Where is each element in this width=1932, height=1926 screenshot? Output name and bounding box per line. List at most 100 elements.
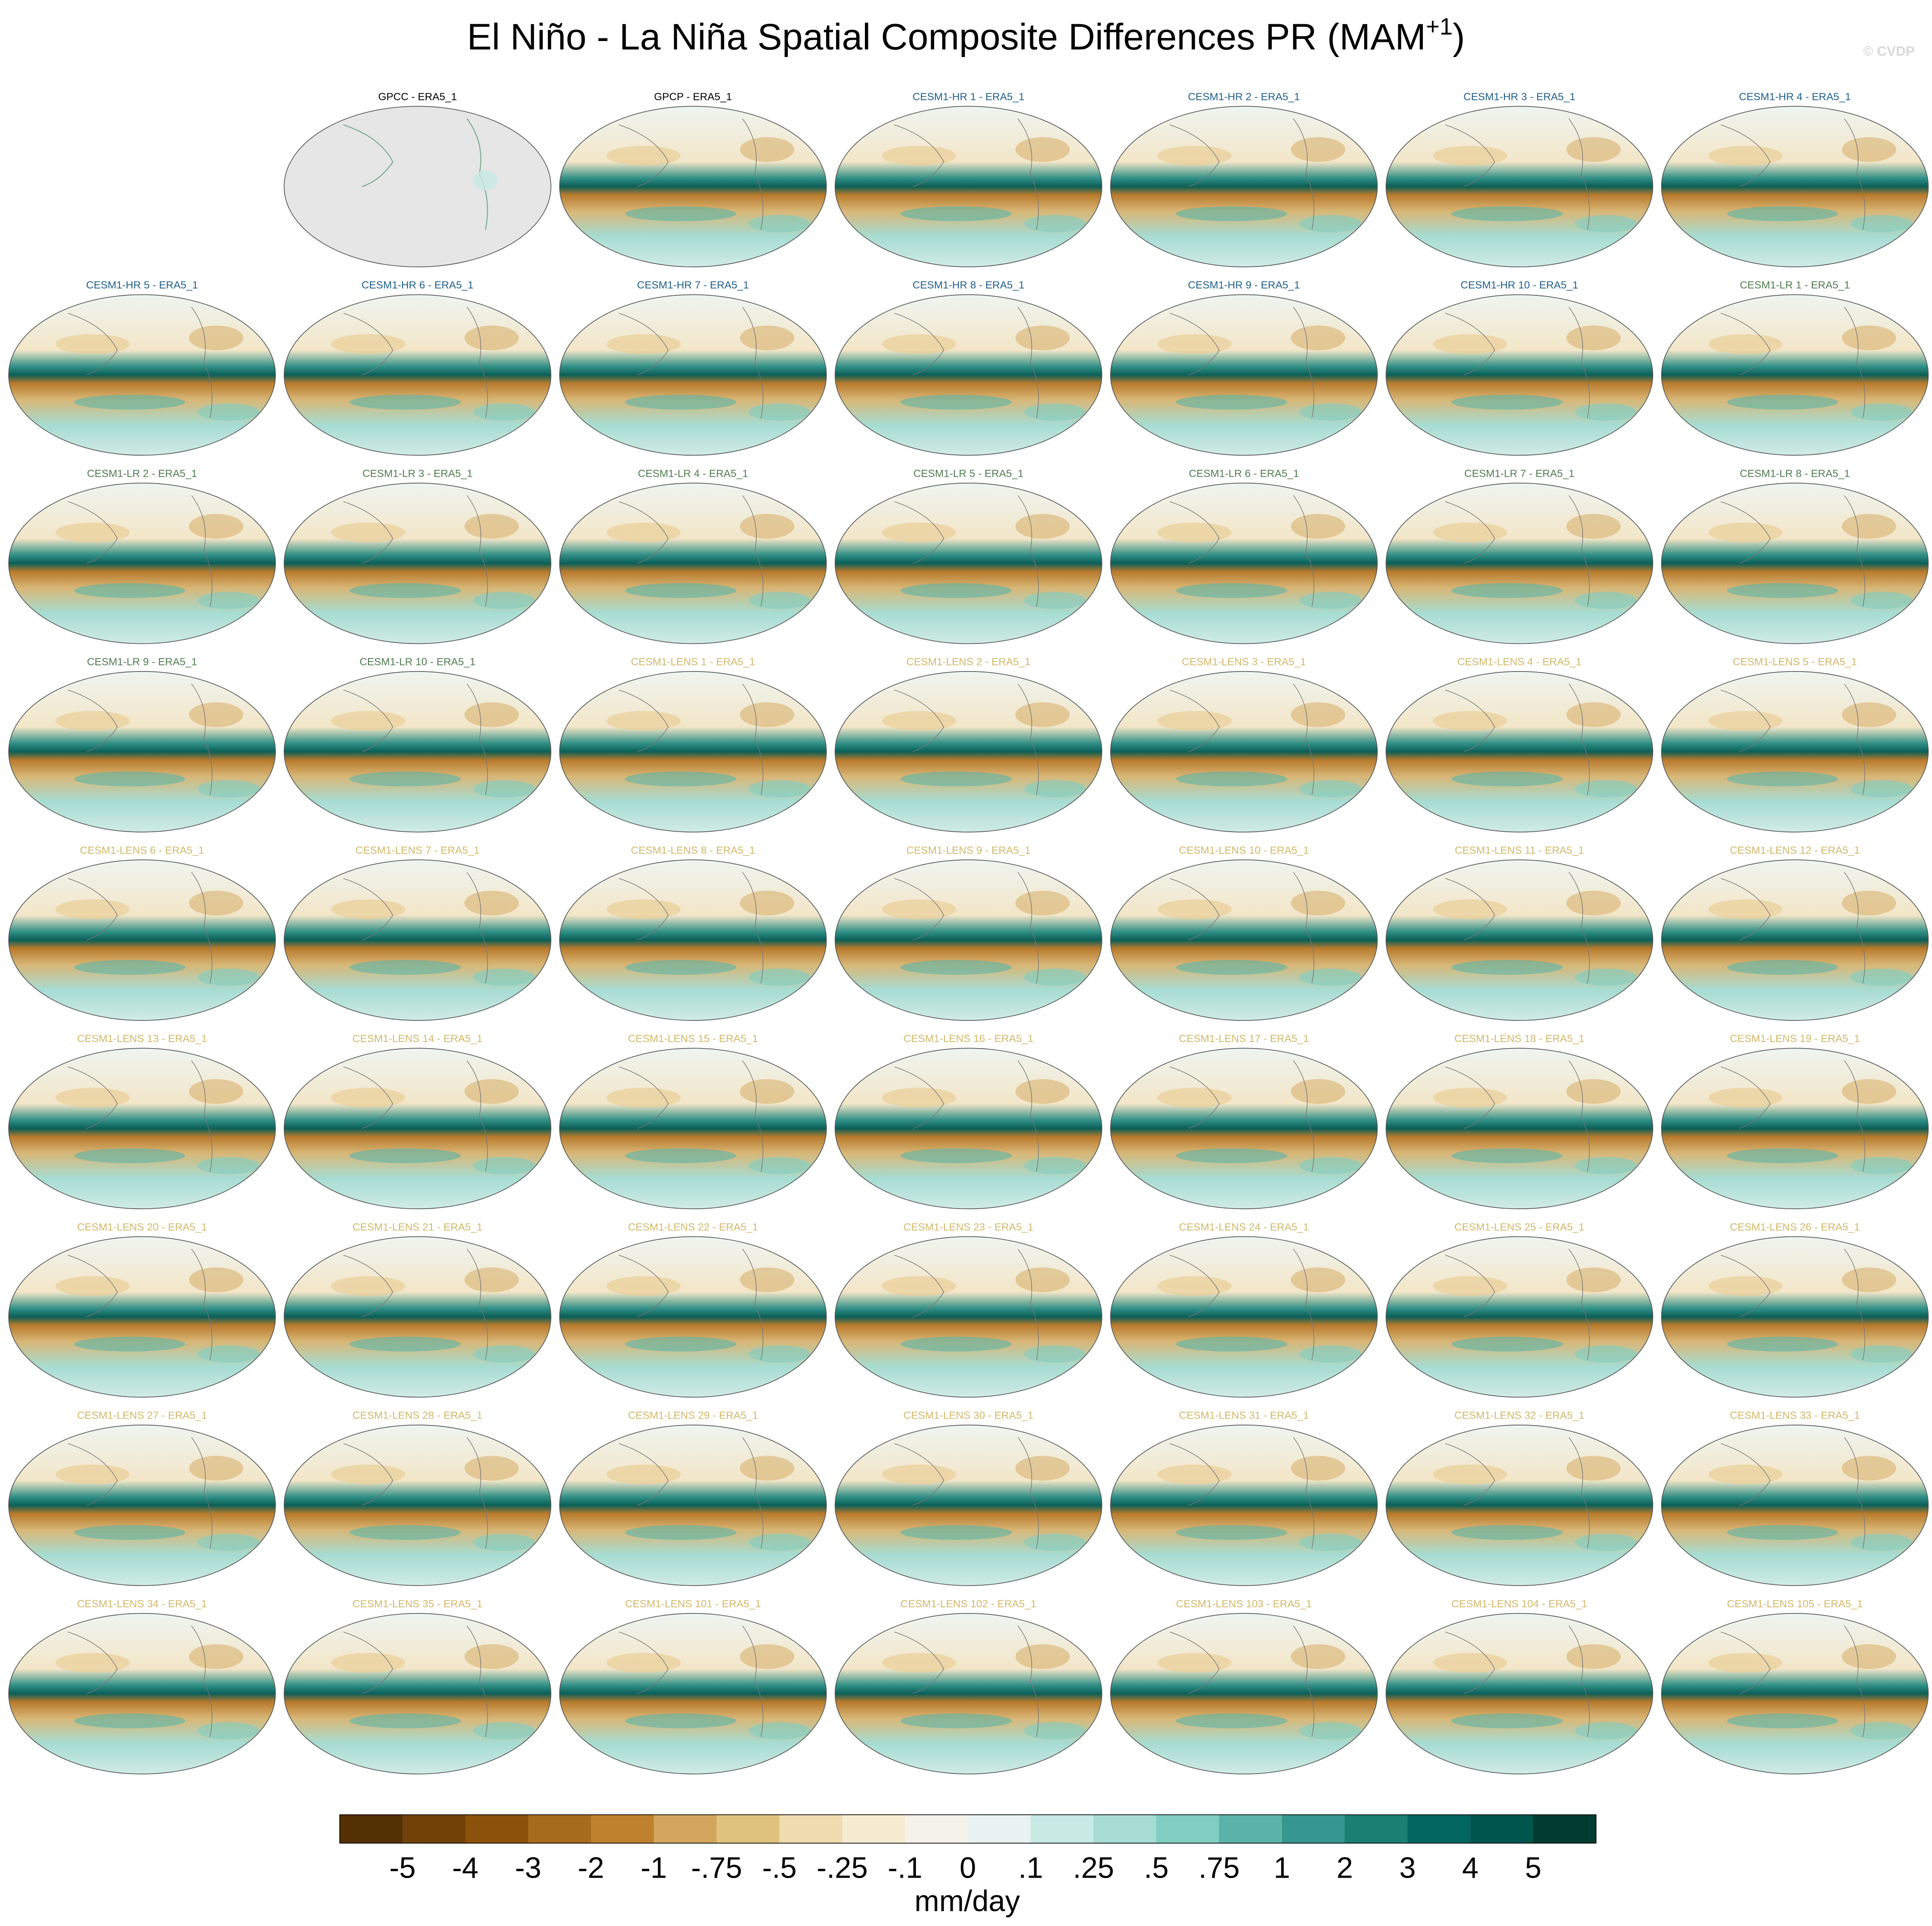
map-panel: CESM1-HR 7 - ERA5_1 xyxy=(557,279,829,458)
map-panel: CESM1-LR 5 - ERA5_1 xyxy=(833,468,1104,646)
map-panel: CESM1-LR 8 - ERA5_1 xyxy=(1659,468,1931,646)
map-panel: CESM1-LR 2 - ERA5_1 xyxy=(6,468,278,646)
map-panel: CESM1-LENS 13 - ERA5_1 xyxy=(6,1033,278,1211)
map-panel: CESM1-LENS 101 - ERA5_1 xyxy=(557,1598,829,1777)
map-panel: CESM1-HR 10 - ERA5_1 xyxy=(1384,279,1655,458)
map-panel: CESM1-LENS 29 - ERA5_1 xyxy=(557,1410,829,1588)
map xyxy=(282,1422,553,1588)
panel-title: CESM1-LENS 19 - ERA5_1 xyxy=(1730,1033,1860,1045)
colorbar-outline xyxy=(339,1814,1596,1844)
panel-title: CESM1-HR 6 - ERA5_1 xyxy=(361,279,473,291)
colorbar-label: -5 xyxy=(390,1851,416,1884)
title-closing: ) xyxy=(1453,16,1465,58)
panel-title: CESM1-LR 6 - ERA5_1 xyxy=(1189,468,1299,479)
colorbar-box xyxy=(465,1815,529,1844)
panel-title: CESM1-LENS 7 - ERA5_1 xyxy=(355,845,480,856)
colorbar-box xyxy=(716,1815,780,1844)
map-panel: CESM1-HR 8 - ERA5_1 xyxy=(833,279,1104,458)
map xyxy=(1659,1046,1931,1211)
map-panel: CESM1-LENS 103 - ERA5_1 xyxy=(1108,1598,1380,1777)
map-panel: CESM1-LENS 22 - ERA5_1 xyxy=(557,1221,829,1400)
panel-title: CESM1-LENS 17 - ERA5_1 xyxy=(1179,1033,1309,1045)
map-panel: CESM1-LENS 8 - ERA5_1 xyxy=(557,845,829,1023)
panel-title: CESM1-HR 7 - ERA5_1 xyxy=(637,279,749,291)
panel-title: GPCC - ERA5_1 xyxy=(378,91,457,103)
panel-title: CESM1-LR 4 - ERA5_1 xyxy=(638,468,748,479)
map-panel: CESM1-HR 1 - ERA5_1 xyxy=(833,91,1104,269)
colorbar-box xyxy=(905,1815,969,1844)
panel-title: CESM1-LENS 33 - ERA5_1 xyxy=(1730,1410,1860,1422)
panel-title: CESM1-LR 3 - ERA5_1 xyxy=(362,468,472,479)
panel-title: CESM1-LENS 103 - ERA5_1 xyxy=(1176,1598,1312,1610)
map-panel: CESM1-LENS 34 - ERA5_1 xyxy=(6,1598,278,1777)
colorbar-box xyxy=(653,1815,717,1844)
map-panel: CESM1-LENS 102 - ERA5_1 xyxy=(833,1598,1104,1777)
colorbar-label: 0 xyxy=(960,1851,976,1884)
map-panel: CESM1-LENS 18 - ERA5_1 xyxy=(1384,1033,1655,1211)
panel-title: CESM1-LR 5 - ERA5_1 xyxy=(913,468,1023,479)
map xyxy=(282,1234,553,1400)
map-panel: CESM1-LENS 32 - ERA5_1 xyxy=(1384,1410,1655,1588)
map-panel: CESM1-LENS 3 - ERA5_1 xyxy=(1108,656,1380,835)
map xyxy=(1384,1234,1655,1400)
map xyxy=(833,669,1104,834)
colorbar-label: -.1 xyxy=(888,1851,922,1884)
panel-title: CESM1-LENS 35 - ERA5_1 xyxy=(352,1598,482,1610)
panel-title: CESM1-LR 7 - ERA5_1 xyxy=(1464,468,1574,479)
map-panel: CESM1-HR 2 - ERA5_1 xyxy=(1108,91,1380,269)
map-panel: CESM1-LENS 26 - ERA5_1 xyxy=(1659,1221,1931,1400)
map xyxy=(1659,1422,1931,1588)
panel-title: CESM1-LENS 6 - ERA5_1 xyxy=(80,845,204,856)
map xyxy=(1384,669,1655,834)
map-panel: CESM1-LENS 31 - ERA5_1 xyxy=(1108,1410,1380,1588)
map xyxy=(1659,857,1931,1023)
panel-title: CESM1-LENS 13 - ERA5_1 xyxy=(77,1033,207,1045)
map xyxy=(833,1611,1104,1776)
map-panel: CESM1-HR 9 - ERA5_1 xyxy=(1108,279,1380,458)
map-panel: CESM1-LENS 19 - ERA5_1 xyxy=(1659,1033,1931,1211)
panel-title: CESM1-LENS 4 - ERA5_1 xyxy=(1457,656,1582,668)
panel-title: CESM1-LENS 25 - ERA5_1 xyxy=(1454,1221,1584,1233)
map xyxy=(6,1611,278,1776)
colorbar-box xyxy=(1093,1815,1157,1844)
map-panel: CESM1-LR 10 - ERA5_1 xyxy=(282,656,553,835)
panel-grid: GPCC - ERA5_1 GPCP - ERA5_1 CESM1-HR 1 - E… xyxy=(6,91,1931,1777)
colorbar-box xyxy=(1407,1815,1471,1844)
map-panel: CESM1-HR 6 - ERA5_1 xyxy=(282,279,553,458)
map-panel: CESM1-LENS 104 - ERA5_1 xyxy=(1384,1598,1655,1777)
colorbar-label: -4 xyxy=(452,1851,478,1884)
map xyxy=(833,1422,1104,1588)
colorbar-label: .25 xyxy=(1073,1851,1114,1884)
panel-title: CESM1-LR 8 - ERA5_1 xyxy=(1740,468,1850,479)
panel-title: CESM1-LENS 15 - ERA5_1 xyxy=(628,1033,758,1045)
map xyxy=(1108,669,1380,834)
map-panel: CESM1-LENS 35 - ERA5_1 xyxy=(282,1598,553,1777)
map-panel: GPCC - ERA5_1 xyxy=(282,91,553,269)
figure-title: El Niño - La Niña Spatial Composite Diff… xyxy=(467,13,1465,57)
colorbar-label: 1 xyxy=(1274,1851,1290,1884)
colorbar-box xyxy=(1219,1815,1283,1844)
colorbar-label: .1 xyxy=(1018,1851,1043,1884)
panel-title: CESM1-LENS 23 - ERA5_1 xyxy=(903,1221,1033,1233)
map xyxy=(1659,1611,1931,1776)
panel-title: CESM1-LENS 24 - ERA5_1 xyxy=(1179,1221,1309,1233)
map-panel: CESM1-HR 3 - ERA5_1 xyxy=(1384,91,1655,269)
colorbar-box xyxy=(842,1815,906,1844)
colorbar-label: -.25 xyxy=(817,1851,868,1884)
map-panel: CESM1-LENS 4 - ERA5_1 xyxy=(1384,656,1655,835)
map-panel: CESM1-LR 4 - ERA5_1 xyxy=(557,468,829,646)
map xyxy=(1108,481,1380,646)
panel-title: CESM1-LENS 11 - ERA5_1 xyxy=(1455,845,1584,856)
colorbar-box xyxy=(779,1815,843,1844)
panel-title: CESM1-HR 2 - ERA5_1 xyxy=(1188,91,1300,103)
colorbar-label: 4 xyxy=(1462,1851,1479,1884)
map xyxy=(282,1611,553,1776)
map xyxy=(1108,1422,1380,1588)
map-panel: CESM1-HR 4 - ERA5_1 xyxy=(1659,91,1931,269)
map xyxy=(1384,1422,1655,1588)
panel-title: CESM1-HR 4 - ERA5_1 xyxy=(1739,91,1851,103)
panel-title: CESM1-LENS 18 - ERA5_1 xyxy=(1454,1033,1584,1045)
panel-title: GPCP - ERA5_1 xyxy=(654,91,732,103)
map xyxy=(833,292,1104,458)
